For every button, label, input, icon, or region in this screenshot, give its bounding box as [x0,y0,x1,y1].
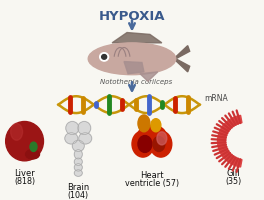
Ellipse shape [78,122,91,135]
Ellipse shape [26,150,40,159]
Text: mRNA: mRNA [205,94,228,103]
Ellipse shape [138,115,150,132]
Wedge shape [218,115,242,167]
Polygon shape [140,72,158,81]
Polygon shape [174,46,190,72]
Ellipse shape [74,150,82,159]
Ellipse shape [153,136,165,151]
Ellipse shape [132,131,154,157]
Ellipse shape [151,119,161,132]
Text: Liver: Liver [14,169,35,178]
Ellipse shape [138,125,166,144]
Ellipse shape [11,123,23,140]
Ellipse shape [72,140,84,151]
Text: Brain: Brain [67,183,89,192]
Ellipse shape [66,122,79,135]
Ellipse shape [138,136,152,152]
Ellipse shape [74,158,82,166]
Text: ventricle (57): ventricle (57) [125,179,179,188]
Text: (818): (818) [14,177,35,186]
Polygon shape [124,62,144,74]
Text: Gill: Gill [227,169,240,178]
Text: (104): (104) [68,191,89,200]
Ellipse shape [88,43,176,75]
Ellipse shape [65,133,78,144]
Circle shape [100,53,109,61]
Circle shape [102,55,107,59]
Ellipse shape [79,133,92,144]
Polygon shape [112,33,162,43]
Text: (35): (35) [225,177,242,186]
Ellipse shape [157,132,167,145]
Ellipse shape [30,142,37,151]
Ellipse shape [150,131,172,157]
Text: Heart: Heart [140,171,164,180]
Ellipse shape [6,122,44,161]
Ellipse shape [74,164,82,171]
Text: HYPOXIA: HYPOXIA [99,10,165,23]
Ellipse shape [74,170,82,176]
Text: Notothenia coriiceps: Notothenia coriiceps [100,79,172,85]
